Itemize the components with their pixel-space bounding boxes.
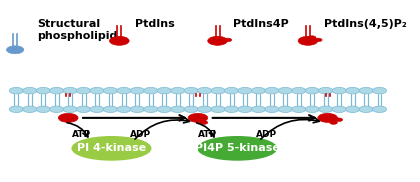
Circle shape [117, 87, 131, 94]
Circle shape [292, 87, 306, 94]
Circle shape [238, 106, 252, 112]
Circle shape [359, 87, 373, 94]
Circle shape [224, 87, 239, 94]
Circle shape [76, 87, 91, 94]
Circle shape [6, 46, 24, 54]
Circle shape [211, 87, 225, 94]
Text: PI 4-kinase: PI 4-kinase [77, 143, 146, 153]
Circle shape [319, 87, 333, 94]
Circle shape [252, 87, 265, 94]
Circle shape [171, 106, 185, 112]
Circle shape [298, 36, 318, 45]
Circle shape [130, 106, 144, 112]
Circle shape [50, 106, 64, 112]
Circle shape [23, 106, 37, 112]
Circle shape [238, 87, 252, 94]
Circle shape [103, 106, 118, 112]
Circle shape [58, 113, 78, 122]
Circle shape [36, 106, 50, 112]
Circle shape [359, 106, 373, 112]
Circle shape [332, 87, 346, 94]
Circle shape [50, 87, 64, 94]
Circle shape [292, 106, 306, 112]
Circle shape [305, 87, 319, 94]
Circle shape [252, 106, 265, 112]
Text: PtdIns(4,5)P₂: PtdIns(4,5)P₂ [324, 19, 407, 29]
Circle shape [90, 106, 104, 112]
Circle shape [211, 106, 225, 112]
Circle shape [318, 113, 337, 122]
Circle shape [346, 87, 360, 94]
Circle shape [144, 87, 158, 94]
Circle shape [373, 106, 386, 112]
Circle shape [330, 121, 337, 124]
Circle shape [278, 106, 292, 112]
Circle shape [76, 106, 91, 112]
Circle shape [157, 106, 171, 112]
Text: ADP: ADP [256, 130, 277, 139]
Circle shape [184, 87, 198, 94]
Circle shape [184, 106, 198, 112]
Circle shape [373, 87, 386, 94]
Circle shape [314, 38, 322, 42]
Circle shape [278, 87, 292, 94]
Circle shape [265, 106, 279, 112]
Circle shape [130, 87, 144, 94]
Circle shape [335, 118, 343, 122]
Circle shape [117, 106, 131, 112]
Circle shape [157, 87, 171, 94]
Circle shape [36, 87, 50, 94]
Text: PI4P 5-kinase: PI4P 5-kinase [195, 143, 280, 153]
Circle shape [208, 36, 227, 45]
Circle shape [197, 87, 212, 94]
Circle shape [200, 121, 208, 124]
Text: Structural
phospholipid: Structural phospholipid [37, 19, 117, 41]
Circle shape [265, 87, 279, 94]
Circle shape [332, 106, 346, 112]
Ellipse shape [72, 137, 151, 160]
Circle shape [171, 87, 185, 94]
Circle shape [9, 87, 24, 94]
Text: PtdIns: PtdIns [135, 19, 175, 29]
Circle shape [319, 106, 333, 112]
Circle shape [103, 87, 118, 94]
Circle shape [23, 87, 37, 94]
Circle shape [188, 113, 208, 122]
Text: PtdIns4P: PtdIns4P [233, 19, 289, 29]
Text: ATP: ATP [198, 130, 217, 139]
Circle shape [346, 106, 360, 112]
Circle shape [197, 106, 212, 112]
Text: ADP: ADP [130, 130, 152, 139]
Circle shape [63, 106, 77, 112]
Circle shape [9, 106, 24, 112]
Circle shape [308, 36, 316, 39]
Ellipse shape [198, 137, 276, 160]
Circle shape [224, 106, 239, 112]
Text: ATP: ATP [72, 130, 92, 139]
Circle shape [144, 106, 158, 112]
Circle shape [224, 38, 232, 42]
Circle shape [90, 87, 104, 94]
Circle shape [110, 36, 129, 45]
Circle shape [63, 87, 77, 94]
Circle shape [305, 106, 319, 112]
